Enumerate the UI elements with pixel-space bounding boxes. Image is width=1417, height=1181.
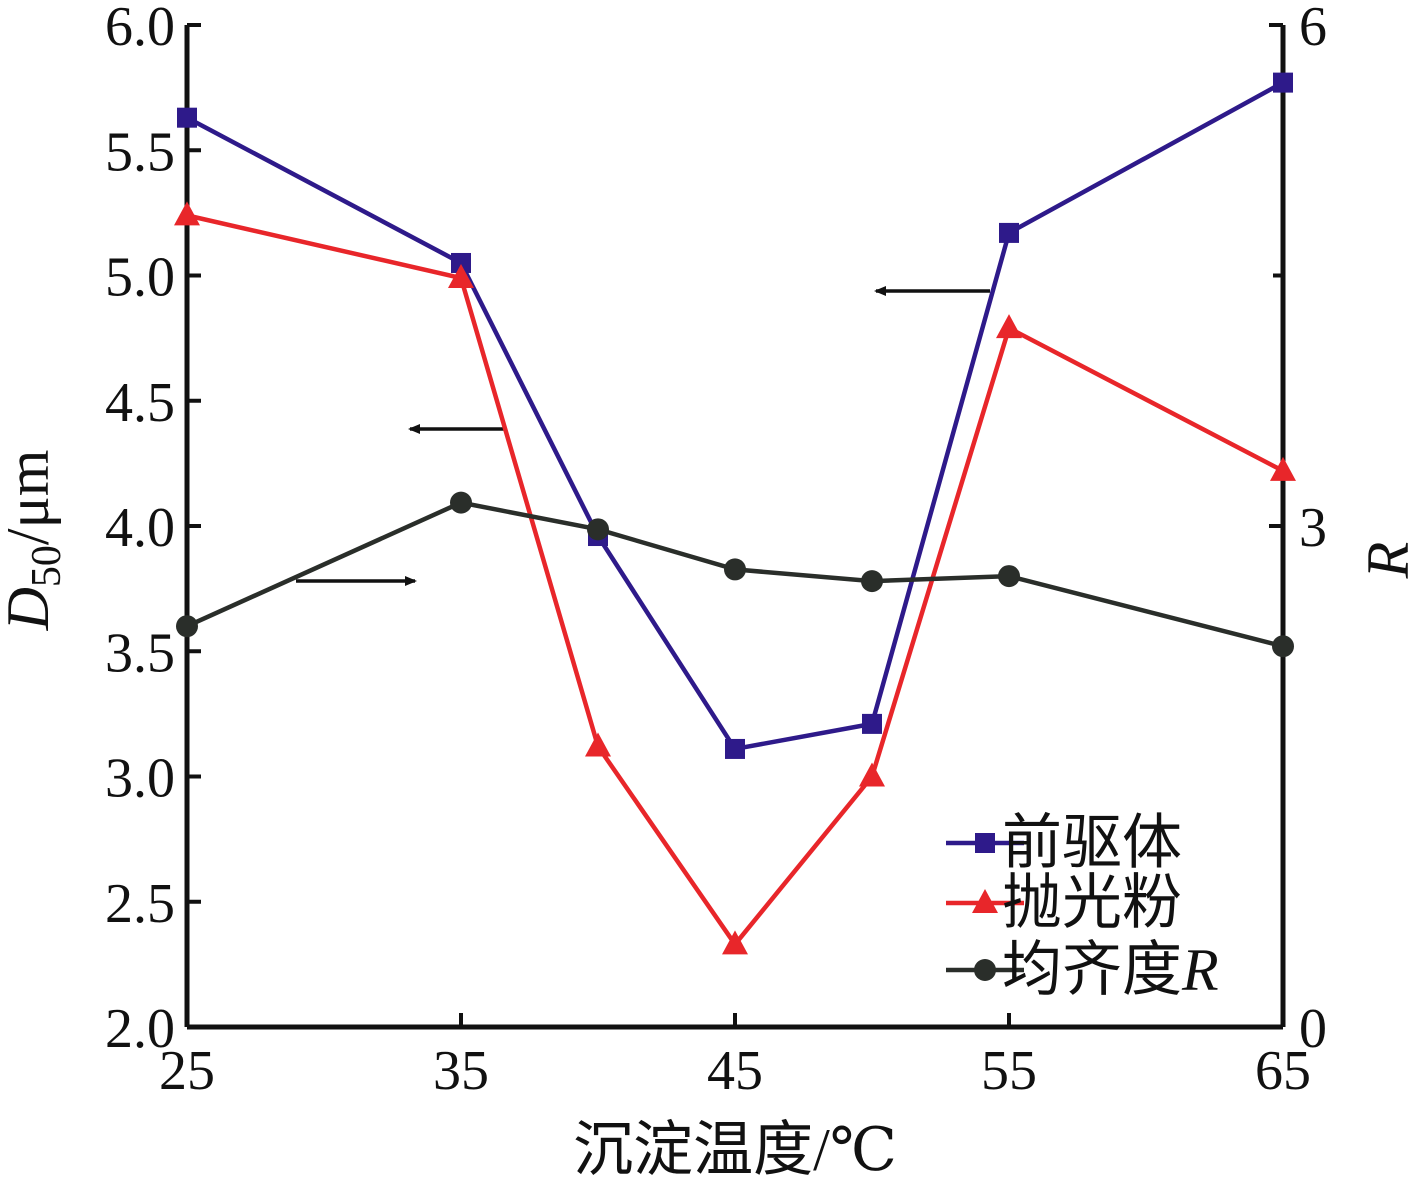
x-tick-label: 35 (433, 1040, 489, 1102)
legend-label-text: 均齐度 (1002, 937, 1182, 1003)
triangle-marker (448, 264, 474, 289)
y-tick-label: 4.0 (105, 497, 175, 559)
y2-tick-label: 6 (1299, 0, 1327, 58)
legend-label: 抛光粉 (1002, 870, 1182, 936)
legend-item-2: 均齐度R (946, 937, 1219, 1003)
legend-label-text: 前驱体 (1002, 810, 1182, 876)
y-tick-label: 3.5 (105, 622, 175, 684)
y-tick-label: 5.5 (105, 121, 175, 183)
legend-label: 均齐度R (1002, 937, 1219, 1003)
series (174, 72, 1296, 955)
series-0 (177, 72, 1293, 759)
square-marker (725, 738, 745, 759)
triangle-marker (174, 201, 200, 226)
svg-text:D50/μm: D50/μm (0, 450, 70, 632)
annotations (296, 286, 990, 586)
circle-marker (861, 570, 883, 593)
legend-label-suffix: R (1181, 937, 1219, 1003)
x-tick-label: 55 (981, 1040, 1037, 1102)
circle-marker (724, 558, 746, 581)
y-axis-title-main: D (0, 587, 61, 631)
series-2 (176, 491, 1294, 658)
circle-marker (998, 565, 1020, 588)
y-tick-label: 2.5 (105, 873, 175, 935)
circle-marker (587, 518, 609, 541)
square-marker (1273, 72, 1293, 93)
legend-label-text: 抛光粉 (1002, 870, 1182, 936)
legend-item-1: 抛光粉 (946, 870, 1182, 936)
y-tick-label: 4.5 (105, 372, 175, 434)
y2-tick-label: 0 (1299, 998, 1327, 1060)
series-1 (174, 201, 1296, 955)
y-tick-label: 3.0 (105, 748, 175, 810)
square-marker (999, 222, 1019, 243)
x-axis-title: 沉淀温度/℃ (573, 1117, 897, 1181)
x-tick-label: 65 (1255, 1040, 1311, 1102)
circle-marker (974, 959, 996, 981)
y-axis-title: D50/μm (0, 450, 70, 632)
square-marker (177, 107, 197, 128)
x-tick-label: 25 (159, 1040, 215, 1102)
series-line (185, 80, 1285, 752)
circle-marker (1272, 635, 1294, 658)
triangle-marker (996, 314, 1022, 339)
x-tick-label: 45 (707, 1040, 763, 1102)
triangle-marker (859, 762, 885, 787)
square-marker (451, 252, 471, 273)
y2-axis-title: R (1355, 542, 1417, 580)
legend-label: 前驱体 (1002, 810, 1182, 876)
triangle-marker (722, 930, 748, 955)
ticks: 25 35 45 55 65 2.0 2.5 3.0 3.5 4.0 4.5 5.0 5.5 6.0 0 3 6 (105, 0, 1327, 1102)
y2-tick-label: 3 (1299, 497, 1327, 559)
triangle-marker (972, 889, 998, 913)
y-tick-label: 6.0 (105, 0, 175, 58)
legend-item-0: 前驱体 (946, 810, 1182, 876)
triangle-marker (1270, 456, 1296, 481)
y-axis-title-unit: /μm (0, 450, 61, 546)
y-tick-label: 2.0 (105, 998, 175, 1060)
square-marker (975, 833, 995, 853)
y-tick-label: 5.0 (105, 247, 175, 309)
triangle-marker (585, 732, 611, 757)
y2-axis-title-text: R (1355, 542, 1417, 580)
circle-marker (176, 615, 198, 638)
circle-marker (450, 491, 472, 514)
square-marker (862, 713, 882, 734)
y-axis-title-sub: 50 (24, 545, 70, 587)
